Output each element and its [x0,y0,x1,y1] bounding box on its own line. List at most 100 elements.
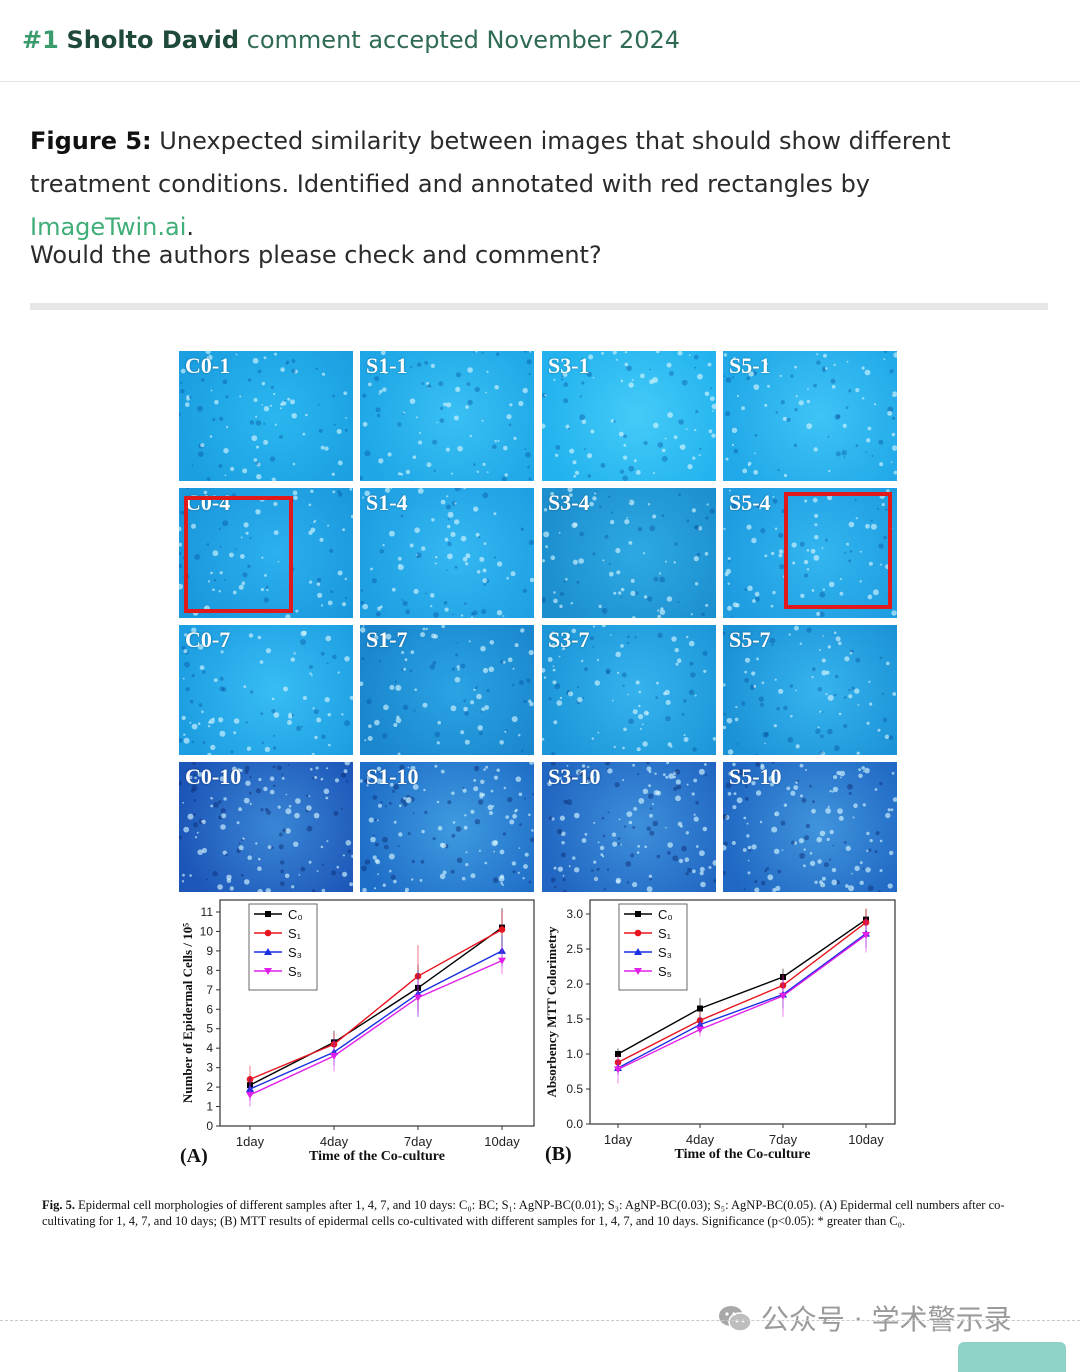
comment-number[interactable]: #1 [22,26,59,54]
tile-label: S3-1 [548,353,590,378]
cell-texture [179,627,353,755]
series-line [617,919,867,1055]
panel-label: (B) [545,1143,572,1165]
cell-texture [179,762,353,892]
y-tick-label: 1.0 [566,1047,583,1061]
tile-label: S5-10 [729,764,782,789]
tile-label: S1-1 [366,353,408,378]
cell-texture [547,762,716,892]
y-tick-label: 9 [206,944,213,958]
tile-label: S5-7 [729,627,771,652]
tile-label: S3-7 [548,627,590,652]
figure-caption: Fig. 5. Epidermal cell morphologies of d… [42,1197,1040,1229]
tile-label: S5-1 [729,353,771,378]
chart-frame [589,899,896,1125]
panel-label: (A) [180,1145,208,1167]
legend-label: S₅ [288,964,302,979]
micrograph-tile: S5-7 [723,625,897,755]
x-tick-label: 10day [484,1134,520,1149]
y-tick-label: 0.5 [566,1082,583,1096]
series-line [249,959,503,1096]
y-tick-label: 1 [206,1100,213,1114]
cell-texture [723,625,897,755]
tile-label: S1-10 [366,764,419,789]
legend-label: S₃ [658,945,672,960]
micrograph-tile: S5-4 [723,488,897,618]
legend-box [248,903,318,991]
cell-texture [723,351,897,478]
data-point [264,948,272,955]
comment-text-end: . [186,213,195,241]
red-annotation-box-s5-4 [784,492,892,609]
micrograph-tile: S3-10 [542,762,716,892]
y-tick-label: 8 [206,963,213,977]
micrograph-tile: S1-1 [360,351,534,481]
data-point [498,926,506,933]
x-tick-label: 1day [604,1132,633,1147]
watermark: 公众号 · 学术警示录 [718,1298,1012,1338]
y-tick-label: 1.5 [566,1012,583,1026]
data-point [634,948,642,955]
cell-texture [723,762,897,892]
x-axis-label: Time of the Co-culture [675,1147,811,1162]
data-point [498,957,506,965]
x-tick-label: 10day [848,1132,884,1147]
x-tick-label: 7day [404,1134,433,1149]
data-point [697,1005,703,1012]
comment-question: Would the authors please check and comme… [30,241,602,269]
data-point [246,1091,254,1099]
imagetwin-link[interactable]: ImageTwin.ai [30,213,187,241]
cell-texture [542,625,716,755]
cell-texture [542,351,716,481]
y-axis-label: Absorbency MTT Colorimetry [544,926,559,1097]
comment-author[interactable]: Sholto David [66,26,240,54]
data-point [696,1026,704,1034]
y-tick-label: 3 [206,1061,213,1075]
data-point [265,911,271,917]
data-point [414,994,422,1002]
data-point [614,1066,622,1074]
micrograph-tile: C0-4 [179,488,353,618]
figure-label: Figure 5: [30,127,152,155]
red-annotation-box-c0-4 [184,496,293,613]
divider [30,303,1048,310]
cell-texture [723,489,897,617]
legend-label: S₃ [288,945,302,960]
caption-text: Epidermal cell morphologies of different… [42,1198,1005,1228]
cell-texture [360,762,534,892]
y-tick-label: 2.0 [566,977,583,991]
tile-label: S5-4 [729,490,771,515]
comment-header: #1 Sholto David comment accepted Novembe… [0,0,1080,82]
x-tick-label: 7day [769,1132,798,1147]
caption-label: Fig. 5. [42,1198,75,1212]
action-button[interactable] [958,1342,1066,1372]
y-tick-label: 2.5 [566,942,583,956]
tile-label: S1-7 [366,627,408,652]
comment-text: Unexpected similarity between images tha… [30,127,951,198]
micrograph-tile: C0-10 [179,762,353,892]
y-tick-label: 3.0 [566,907,583,921]
y-tick-label: 2 [206,1080,213,1094]
cell-texture [542,488,715,618]
micrograph-tile: S5-1 [723,351,897,481]
dashed-divider [0,1320,1080,1321]
micrograph-tile: S5-10 [723,762,897,892]
x-tick-label: 4day [320,1134,349,1149]
legend-box [618,903,688,991]
cell-texture [360,488,534,618]
figure-image: C0-1 S1-1 S3-1 S5-1 C0-4 S1-4 S3-4 S5-4 C0-7 S1-7… [0,330,1080,1290]
series-line [617,934,867,1071]
tile-label: C0-10 [185,764,242,789]
cell-texture [179,351,348,481]
y-tick-label: 11 [201,905,214,919]
y-tick-label: 7 [206,983,213,997]
tile-label: C0-1 [185,353,231,378]
micrograph-tile: S3-1 [542,351,716,481]
series-line [249,950,503,1090]
micrograph-tile: S1-4 [360,488,534,618]
micrograph-tile: S1-7 [360,625,534,755]
y-tick-label: 10 [200,924,214,938]
micrograph-tile: S1-10 [360,762,534,892]
data-point [615,1051,621,1057]
y-tick-label: 0 [206,1119,213,1133]
